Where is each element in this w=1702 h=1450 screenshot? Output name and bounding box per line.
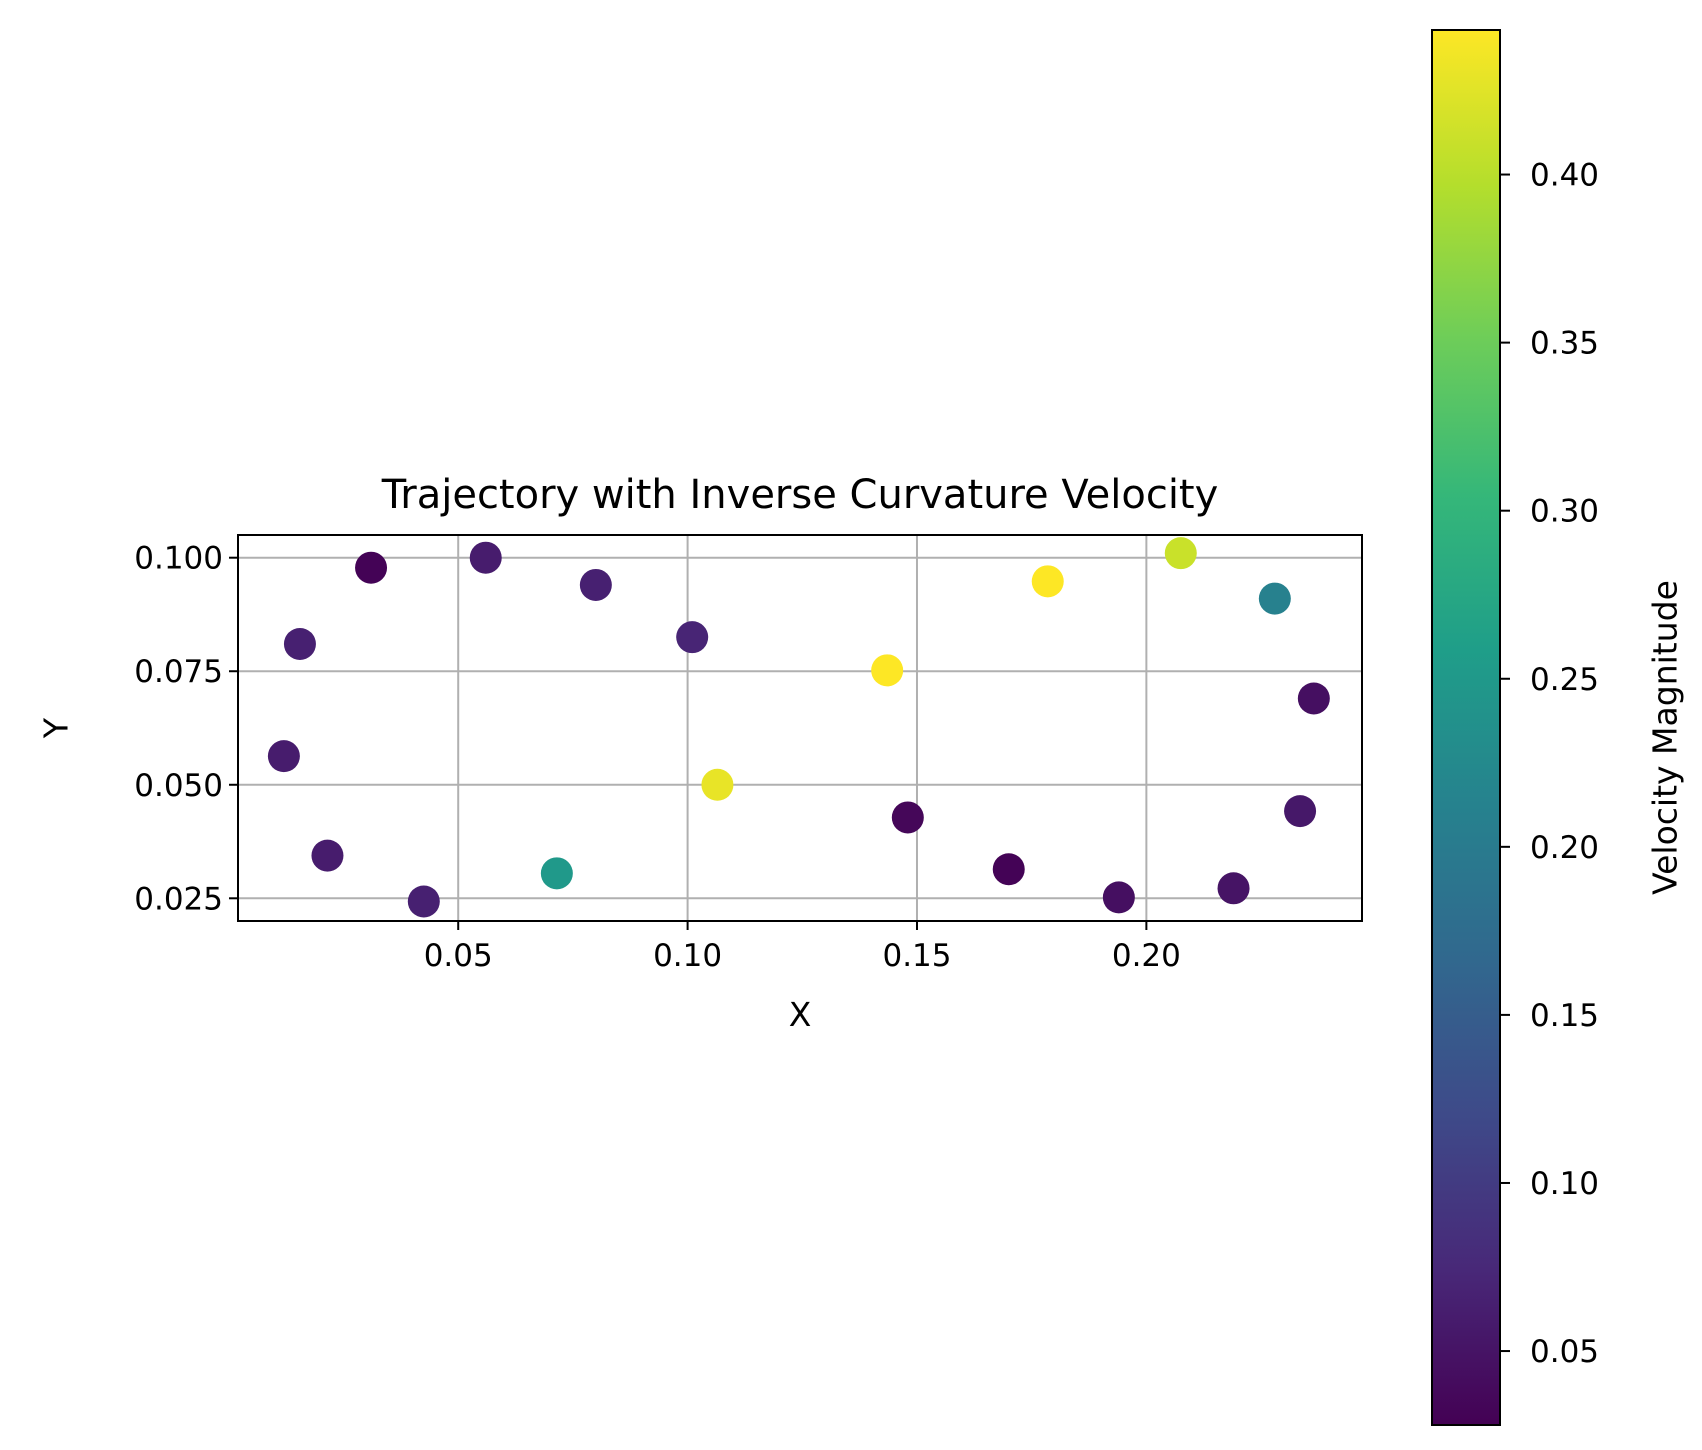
data-point-12 [992, 853, 1025, 886]
x-tick-label-0: 0.05 [424, 938, 493, 974]
data-point-8 [540, 857, 573, 890]
data-point-10 [871, 654, 904, 687]
data-point-6 [311, 839, 344, 872]
data-points [267, 537, 1330, 918]
colorbar-ticks: 0.05 0.10 0.15 0.20 0.25 0.30 0.35 0.40 [1500, 158, 1599, 1370]
data-point-17 [1258, 582, 1291, 615]
colorbar-tick-label-3: 0.20 [1530, 830, 1599, 866]
y-tick-label-1: 0.050 [134, 768, 223, 804]
colorbar-label: Velocity Magnitude [1646, 580, 1685, 895]
data-point-4 [283, 627, 316, 660]
x-tick-label-2: 0.15 [882, 938, 951, 974]
chart-title: Trajectory with Inverse Curvature Veloci… [381, 472, 1219, 518]
colorbar-tick-label-4: 0.25 [1530, 662, 1599, 698]
colorbar-tick-label-0: 0.05 [1530, 1334, 1599, 1370]
data-point-3 [676, 621, 709, 654]
data-point-2 [579, 568, 612, 601]
y-axis-label: Y [37, 717, 76, 739]
data-point-19 [1297, 682, 1330, 715]
x-axis-ticks: 0.05 0.10 0.15 0.20 [424, 921, 1181, 974]
colorbar-tick-label-7: 0.40 [1530, 158, 1599, 194]
colorbar [1431, 29, 1501, 1426]
plot-frame [237, 534, 1363, 922]
data-point-0 [355, 551, 388, 584]
colorbar-tick-label-6: 0.35 [1530, 326, 1599, 362]
grid-lines [238, 535, 1362, 921]
data-point-16 [1217, 872, 1250, 905]
data-point-7 [407, 885, 440, 918]
data-point-14 [1102, 881, 1135, 914]
data-point-13 [1031, 565, 1064, 598]
colorbar-tick-label-1: 0.10 [1530, 1166, 1599, 1202]
data-point-9 [701, 768, 734, 801]
data-point-1 [469, 541, 502, 574]
y-axis-ticks: 0.025 0.050 0.075 0.100 [134, 541, 238, 917]
colorbar-tick-label-2: 0.15 [1530, 998, 1599, 1034]
y-tick-label-0: 0.025 [134, 881, 223, 917]
data-point-18 [1284, 795, 1317, 828]
x-tick-label-3: 0.20 [1112, 938, 1181, 974]
data-point-15 [1164, 537, 1197, 570]
data-point-5 [267, 740, 300, 773]
y-tick-label-2: 0.075 [134, 654, 223, 690]
colorbar-tick-label-5: 0.30 [1530, 494, 1599, 530]
y-tick-label-3: 0.100 [134, 541, 223, 577]
x-axis-label: X [789, 995, 812, 1034]
x-tick-label-1: 0.10 [653, 938, 722, 974]
data-point-11 [891, 801, 924, 834]
